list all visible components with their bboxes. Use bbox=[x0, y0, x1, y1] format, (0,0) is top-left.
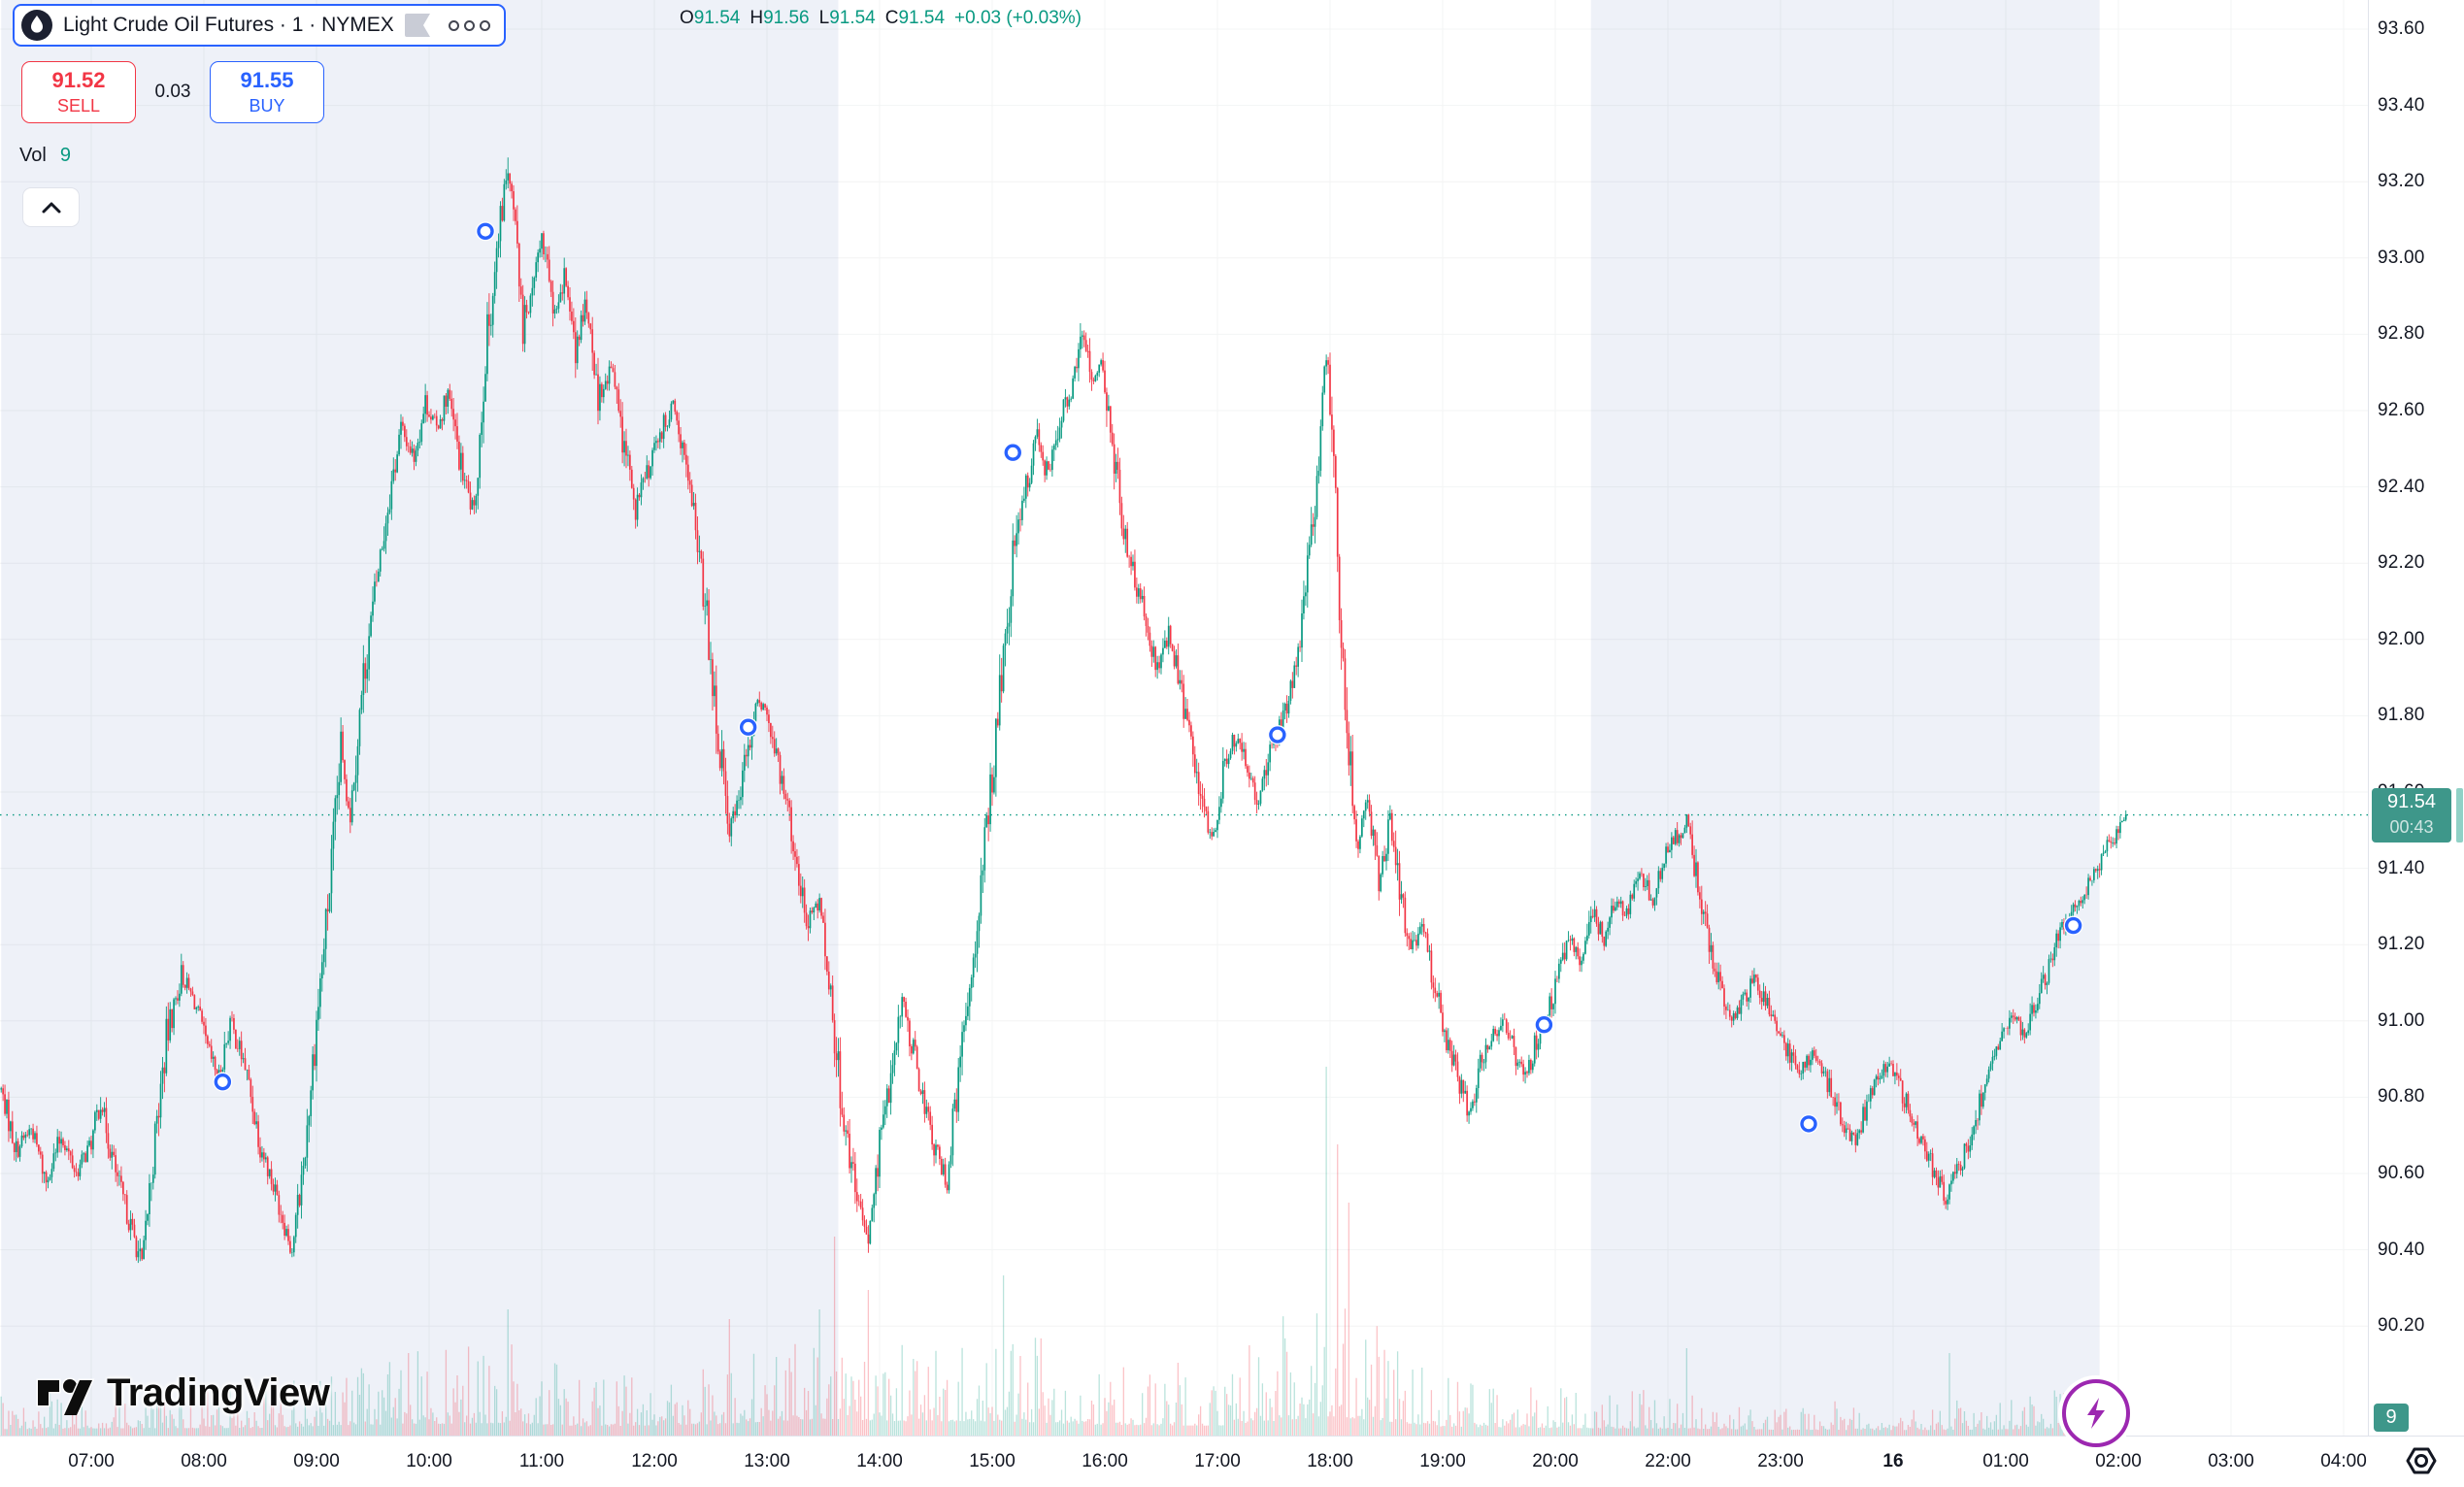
order-marker[interactable] bbox=[1535, 1016, 1553, 1034]
current-price-badge: 91.54 00:43 bbox=[2372, 787, 2451, 843]
time-tick-label: 16:00 bbox=[1082, 1451, 1128, 1471]
order-marker[interactable] bbox=[1800, 1115, 1817, 1133]
axis-corner bbox=[2369, 1436, 2464, 1487]
buy-price: 91.55 bbox=[240, 68, 294, 92]
price-chart-canvas[interactable] bbox=[0, 0, 2369, 1437]
volume-bars-up bbox=[0, 1067, 2127, 1436]
current-price-value: 91.54 bbox=[2386, 790, 2437, 812]
buy-button[interactable]: 91.55 BUY bbox=[210, 61, 324, 123]
time-tick-label: 10:00 bbox=[406, 1451, 452, 1471]
price-tick-label: 93.20 bbox=[2378, 171, 2425, 192]
time-tick-label: 08:00 bbox=[181, 1451, 227, 1471]
price-scale[interactable]: 91.54 00:43 9 93.60 93.40 93.20 93.00 92.80 9… bbox=[2368, 0, 2464, 1437]
tradingview-logo[interactable]: TradingView bbox=[35, 1371, 330, 1415]
session-band bbox=[1, 0, 839, 1437]
time-tick-label: 19:00 bbox=[1419, 1451, 1466, 1471]
order-marker[interactable] bbox=[1004, 444, 1021, 461]
price-tick-label: 91.20 bbox=[2378, 934, 2425, 955]
volume-label: Vol bbox=[19, 145, 47, 166]
price-tick-label: 92.80 bbox=[2378, 323, 2425, 345]
time-tick-label: 22:00 bbox=[1645, 1451, 1691, 1471]
price-badge-strip bbox=[2456, 787, 2463, 843]
high-value: 91.56 bbox=[763, 8, 810, 28]
high-label: H bbox=[749, 8, 764, 28]
collapse-button[interactable] bbox=[22, 187, 80, 227]
price-tick-label: 93.60 bbox=[2378, 18, 2425, 39]
tradingview-wordmark: TradingView bbox=[107, 1371, 330, 1414]
sell-price: 91.52 bbox=[51, 68, 106, 92]
time-tick-label: 11:00 bbox=[518, 1451, 565, 1471]
price-tick-label: 90.60 bbox=[2378, 1163, 2425, 1183]
close-label: C bbox=[884, 8, 899, 28]
order-marker[interactable] bbox=[2064, 916, 2082, 935]
chevron-up-icon bbox=[42, 202, 60, 213]
low-label: L bbox=[818, 8, 830, 28]
price-tick-label: 90.80 bbox=[2378, 1086, 2425, 1107]
order-marker[interactable] bbox=[1269, 726, 1286, 744]
close-value: 91.54 bbox=[898, 8, 946, 28]
low-value: 91.54 bbox=[829, 8, 876, 28]
symbol-pill[interactable]: Light Crude Oil Futures · 1 · NYMEX bbox=[13, 4, 506, 47]
time-tick-label: 03:00 bbox=[2208, 1451, 2254, 1471]
time-tick-label: 23:00 bbox=[1757, 1451, 1804, 1471]
time-tick-label: 20:00 bbox=[1532, 1451, 1579, 1471]
price-tick-label: 92.20 bbox=[2378, 552, 2425, 574]
price-tick-label: 92.00 bbox=[2378, 628, 2425, 649]
order-marker[interactable] bbox=[477, 222, 494, 240]
time-tick-label: 15:00 bbox=[969, 1451, 1016, 1471]
time-tick-label: 12:00 bbox=[631, 1451, 678, 1471]
open-value: 91.54 bbox=[693, 8, 741, 28]
price-tick-label: 93.00 bbox=[2378, 247, 2425, 268]
trade-panel: 91.52 SELL 0.03 91.55 BUY bbox=[21, 61, 324, 123]
price-tick-label: 90.40 bbox=[2378, 1239, 2425, 1260]
price-tick-label: 91.40 bbox=[2378, 857, 2425, 878]
price-tick-label: 92.40 bbox=[2378, 476, 2425, 497]
time-tick-label: 14:00 bbox=[856, 1451, 903, 1471]
price-tick-label: 90.20 bbox=[2378, 1315, 2425, 1337]
volume-axis-badge: 9 bbox=[2374, 1404, 2409, 1432]
ohlc-legend: O91.54 H91.56 L91.54 C91.54 +0.03 (+0.03%) bbox=[680, 8, 1082, 29]
volume-bars-down bbox=[2, 1144, 2119, 1436]
lightning-icon bbox=[2087, 1398, 2105, 1429]
spread-value: 0.03 bbox=[154, 82, 191, 102]
open-label: O bbox=[680, 8, 694, 28]
flag-icon[interactable] bbox=[404, 13, 433, 38]
order-marker[interactable] bbox=[214, 1073, 232, 1091]
time-tick-label: 01:00 bbox=[1982, 1451, 2029, 1471]
price-tick-label: 92.60 bbox=[2378, 400, 2425, 420]
bar-countdown: 00:43 bbox=[2389, 816, 2434, 837]
symbol-title: Light Crude Oil Futures · 1 · NYMEX bbox=[63, 14, 394, 36]
buy-label: BUY bbox=[249, 96, 285, 116]
candle-bodies-down bbox=[2, 173, 2119, 1260]
volume-value: 9 bbox=[59, 145, 71, 166]
tradingview-mark-icon bbox=[36, 1377, 95, 1415]
price-tick-label: 93.40 bbox=[2378, 94, 2425, 116]
time-tick-label: 18:00 bbox=[1307, 1451, 1353, 1471]
more-options-icon[interactable] bbox=[448, 19, 490, 31]
time-tick-label: 04:00 bbox=[2320, 1451, 2367, 1471]
lightning-button[interactable] bbox=[2062, 1379, 2130, 1447]
volume-legend: Vol 9 bbox=[19, 145, 71, 167]
sell-button[interactable]: 91.52 SELL bbox=[21, 61, 136, 123]
session-band bbox=[1590, 0, 2100, 1437]
time-scale[interactable]: 07:00 08:00 09:00 10:00 11:00 12:00 13:00 14:00… bbox=[0, 1436, 2369, 1487]
time-tick-label: 09:00 bbox=[293, 1451, 340, 1471]
price-tick-label: 91.80 bbox=[2378, 705, 2425, 726]
oil-drop-icon bbox=[21, 10, 52, 41]
time-tick-label: 02:00 bbox=[2095, 1451, 2142, 1471]
price-tick-label: 91.00 bbox=[2378, 1009, 2425, 1031]
time-tick-label: 17:00 bbox=[1194, 1451, 1241, 1471]
change-value: +0.03 (+0.03%) bbox=[954, 8, 1082, 28]
candle-bodies-up bbox=[0, 173, 2127, 1260]
time-tick-label: 07:00 bbox=[68, 1451, 115, 1471]
time-tick-label: 13:00 bbox=[744, 1451, 790, 1471]
axis-settings-icon[interactable] bbox=[2402, 1441, 2441, 1480]
time-tick-label: 16 bbox=[1882, 1451, 1904, 1471]
sell-label: SELL bbox=[56, 96, 101, 116]
order-marker[interactable] bbox=[739, 718, 757, 736]
